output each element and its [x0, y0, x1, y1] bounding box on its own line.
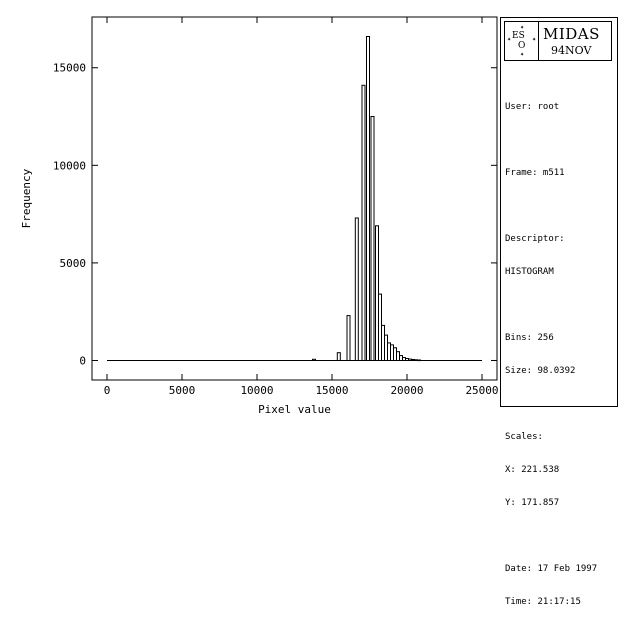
info-line: [505, 300, 597, 311]
y-tick-label: 15000: [53, 62, 86, 75]
info-line: [505, 201, 597, 212]
midas-title: MIDAS: [543, 25, 600, 43]
tick-labels: 0 5000 10000 15000 20000 25000 0 5000 10000 15000: [53, 62, 499, 397]
x-axis-label: Pixel value: [258, 403, 331, 416]
histogram-bar: [346, 315, 351, 362]
eso-logo-mark: ✦ ✦ ✦ ✦ ES O: [505, 22, 539, 60]
info-line: Scales:: [505, 432, 543, 442]
info-line: Descriptor:: [505, 234, 565, 244]
info-line: [505, 531, 597, 542]
histogram-bar: [417, 359, 421, 362]
axis-ticks: [92, 17, 497, 380]
info-line: HISTOGRAM: [505, 267, 554, 277]
info-line: Size: 98.0392: [505, 366, 576, 376]
info-line: [505, 399, 597, 410]
star-icon: ✦: [520, 50, 525, 58]
info-line: [505, 135, 597, 146]
star-icon: ✦: [507, 35, 512, 43]
histogram-chart: 0 5000 10000 15000 20000 25000 0 5000 10000 15000…: [20, 16, 499, 416]
y-tick-label: 0: [79, 354, 86, 367]
histogram-bar: [370, 116, 375, 361]
x-tick-label: 5000: [169, 384, 196, 397]
x-tick-label: 20000: [390, 384, 423, 397]
histogram-bar: [361, 84, 366, 362]
info-line: Bins: 256: [505, 333, 554, 343]
plot-frame: [91, 16, 498, 381]
y-axis-label: Frequency: [20, 168, 33, 228]
histogram-bar: [375, 225, 379, 361]
midas-logo: ✦ ✦ ✦ ✦ ES O MIDAS 94NOV: [504, 21, 612, 61]
info-line: Time: 21:17:15: [505, 597, 581, 607]
info-line: User: root: [505, 102, 560, 112]
info-line: Date: 17 Feb 1997: [505, 564, 598, 574]
histogram-bars: [312, 36, 421, 362]
histogram-bar: [366, 36, 370, 361]
eso-letter-o: O: [518, 41, 526, 51]
star-icon: ✦: [532, 35, 537, 43]
histogram-bar: [312, 358, 316, 361]
x-tick-label: 0: [104, 384, 111, 397]
midas-version: 94NOV: [551, 44, 592, 57]
star-icon: ✦: [520, 23, 525, 31]
y-tick-label: 10000: [53, 159, 86, 172]
info-line: X: 221.538: [505, 465, 560, 475]
y-tick-label: 5000: [60, 257, 87, 270]
info-line: Frame: m511: [505, 168, 565, 178]
info-line: Y: 171.857: [505, 498, 560, 508]
histogram-bar: [336, 352, 341, 362]
x-tick-label: 10000: [240, 384, 273, 397]
info-text: User: root Frame: m511 Descriptor: HISTO…: [505, 80, 597, 630]
eso-letters: ES: [512, 31, 525, 41]
info-panel: ✦ ✦ ✦ ✦ ES O MIDAS 94NOV User: root Fram…: [500, 17, 618, 607]
x-tick-label: 15000: [315, 384, 348, 397]
histogram-bar: [354, 217, 359, 361]
x-tick-label: 25000: [465, 384, 498, 397]
